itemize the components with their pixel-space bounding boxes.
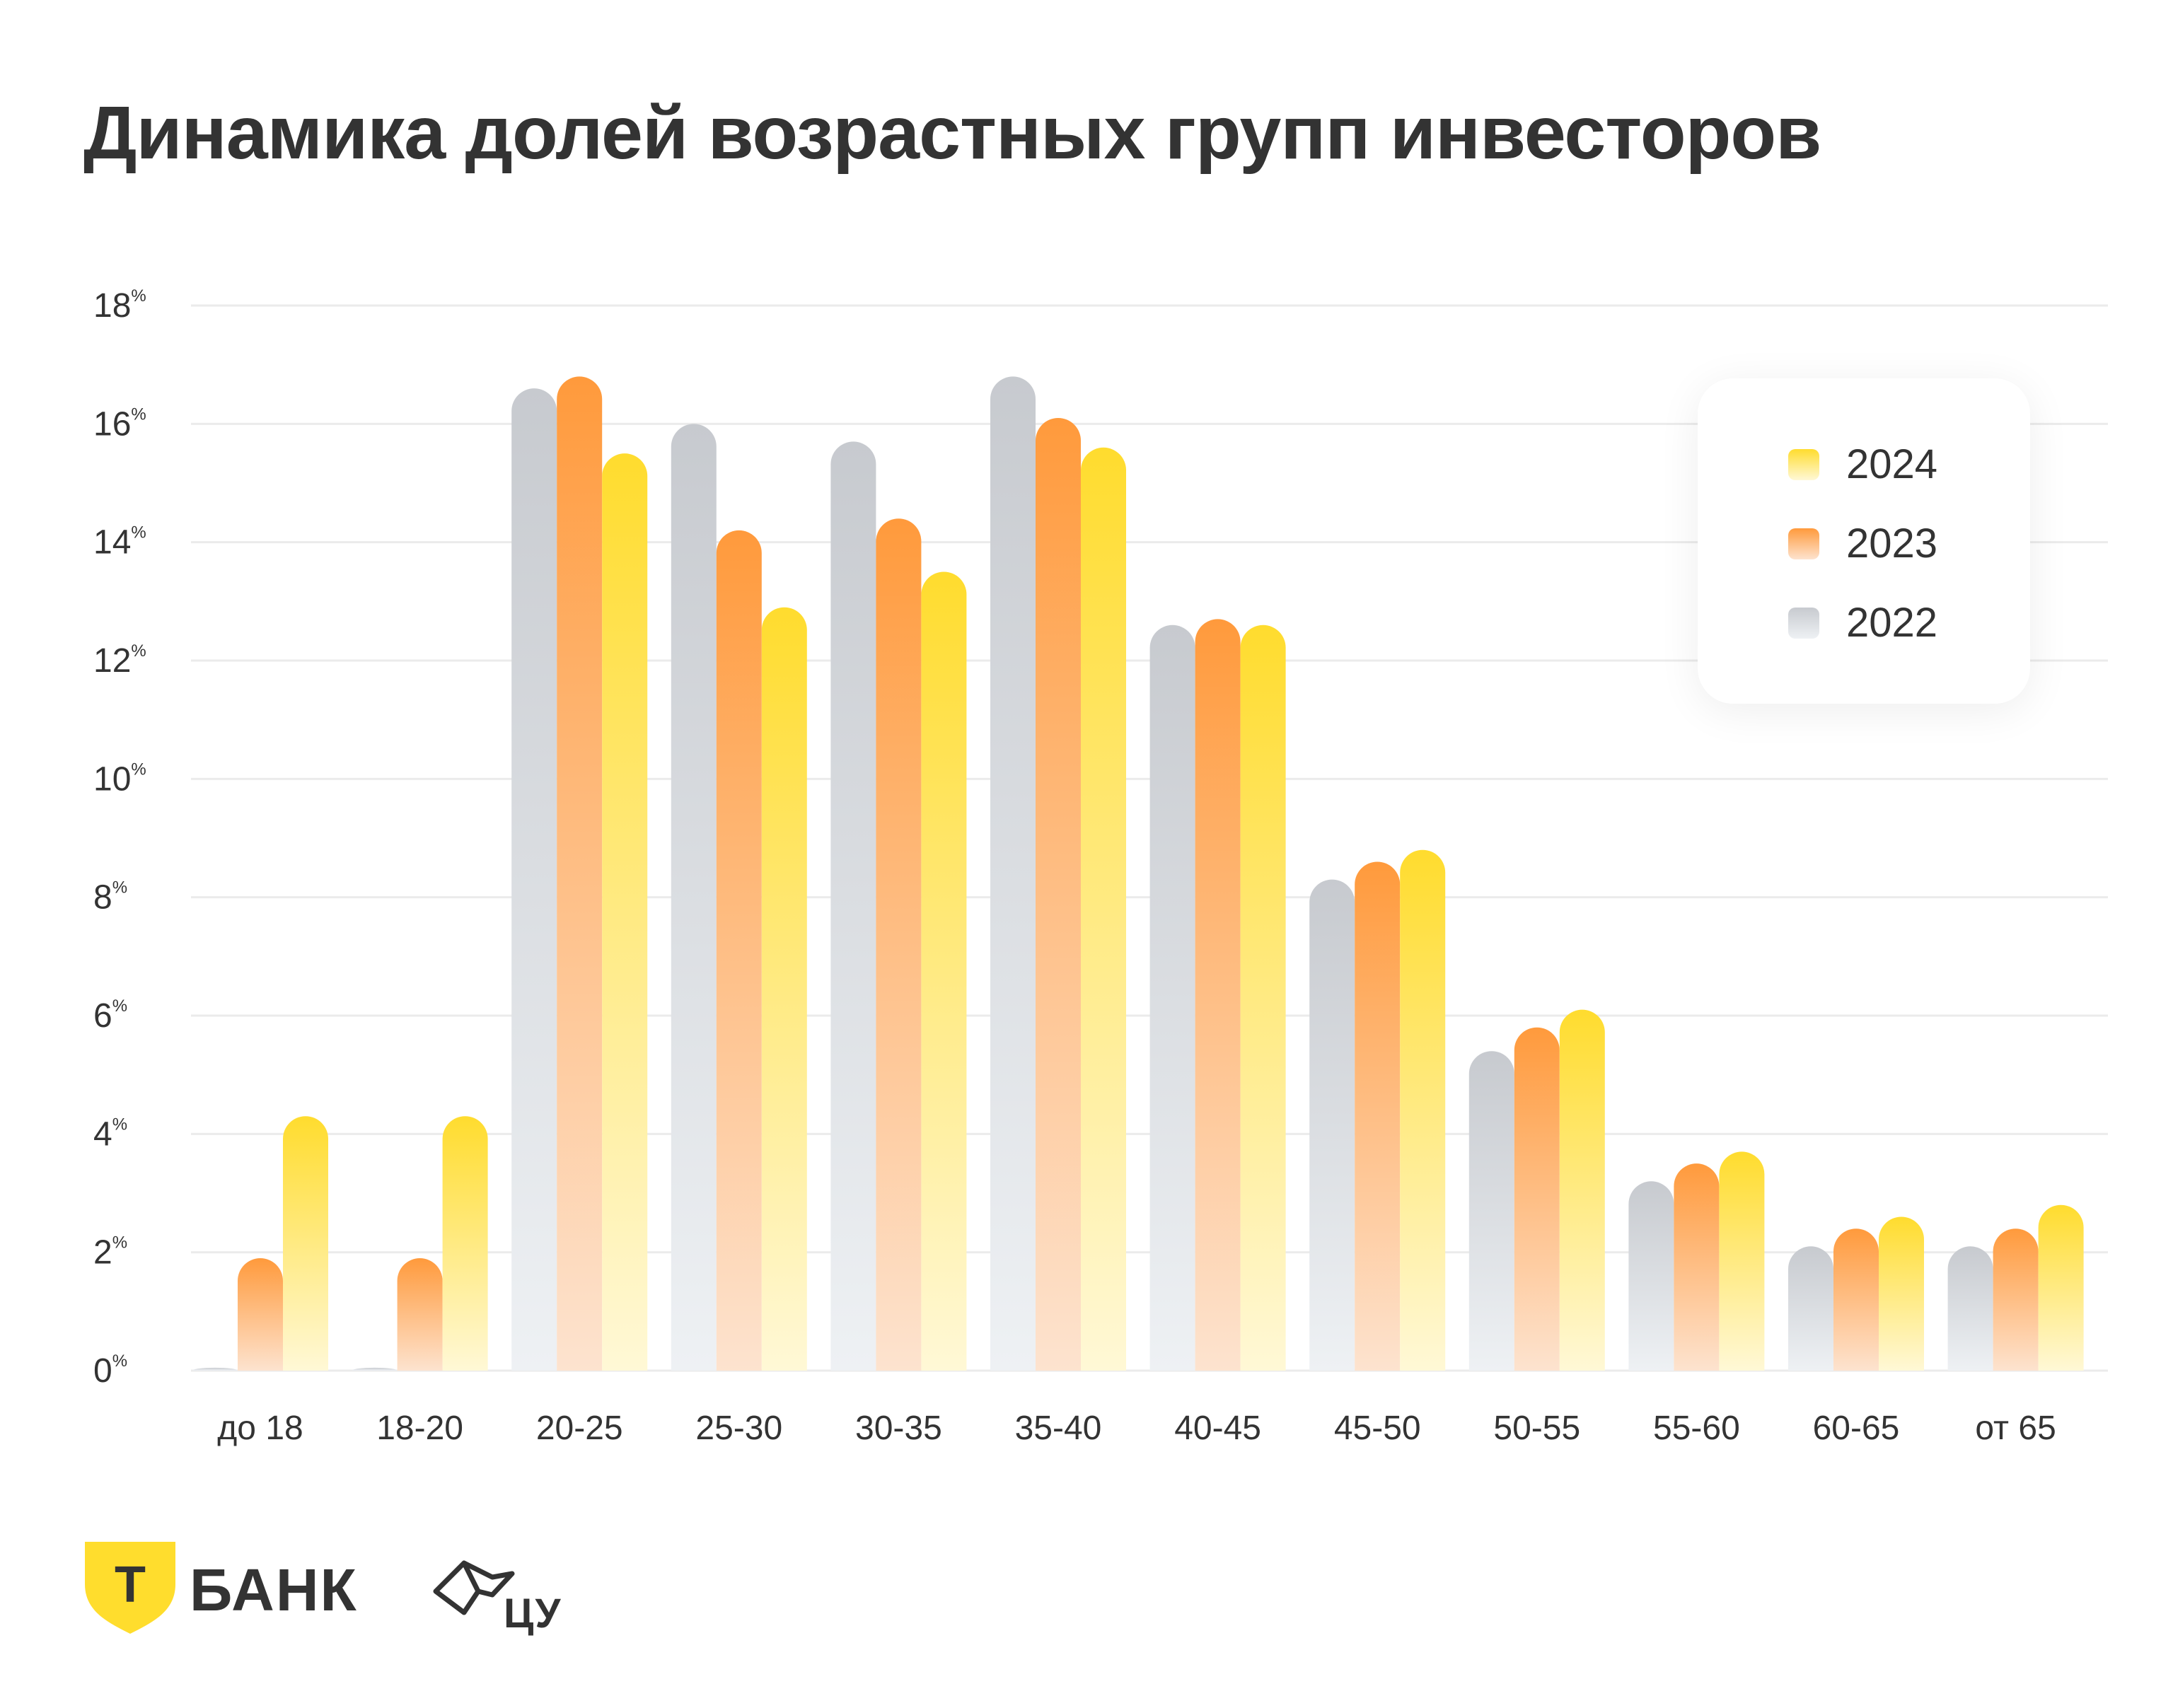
bar-2022-50-55 [1468,1051,1514,1371]
bar-2024-25-30 [761,607,807,1371]
x-tick-label: 30-35 [855,1410,942,1447]
x-axis-ticks: до 18 18-20 20-25 25-30 30-35 35-40 40-45 45-50… [217,1410,2056,1447]
bar-2023-40-45 [1195,619,1241,1371]
bar-2024-35-40 [1081,447,1126,1371]
bar-2023-35-40 [1036,417,1081,1371]
x-tick-label: 60-65 [1813,1410,1900,1447]
chart-title: Динамика долей возрастных групп инвестор… [83,91,1821,175]
legend-item-2023: 2023 [1788,520,1937,567]
bar-2023-25-30 [716,530,762,1371]
y-tick-label: 2% [93,1233,127,1272]
bar-2022-18-20 [352,1367,398,1371]
legend-swatch-2024 [1788,448,1819,480]
x-tick-label: 55-60 [1653,1410,1740,1447]
bar-2024-50-55 [1559,1009,1605,1371]
y-tick-label: 10% [93,760,146,798]
bars [192,376,2084,1371]
x-tick-label: от 65 [1975,1410,2056,1447]
bar-2022-до-18 [192,1367,238,1371]
tbank-logo-icon: Т [85,1542,175,1634]
y-tick-label: 18% [93,286,146,325]
cu-logo-text: ЦУ [504,1591,562,1637]
x-tick-label: 35-40 [1015,1410,1102,1447]
bar-2023-30-35 [876,518,922,1371]
bar-2024-от-65 [2038,1204,2084,1371]
x-tick-label: 25-30 [695,1410,782,1447]
x-tick-label: 50-55 [1493,1410,1580,1447]
bar-2024-30-35 [921,571,967,1371]
x-tick-label: 20-25 [536,1410,623,1447]
bar-2024-55-60 [1719,1151,1765,1371]
bar-2024-40-45 [1240,624,1286,1371]
legend-item-2022: 2022 [1788,599,1937,646]
bar-2023-20-25 [557,376,603,1371]
x-tick-label: 45-50 [1334,1410,1421,1447]
bar-2023-18-20 [397,1258,443,1371]
legend-label-2024: 2024 [1846,441,1938,487]
legend-item-2024: 2024 [1788,441,1937,488]
bar-2023-60-65 [1833,1228,1879,1371]
y-tick-label: 8% [93,878,127,917]
legend-label-2022: 2022 [1846,600,1938,646]
bar-2024-45-50 [1400,849,1446,1371]
tbank-logo-text: БАНК [190,1557,358,1623]
bar-2022-20-25 [511,388,557,1371]
bar-2022-40-45 [1149,624,1195,1371]
tbank-logo-mark: Т [115,1557,146,1613]
bar-2022-45-50 [1309,879,1355,1371]
bar-2023-от-65 [1993,1228,2039,1371]
bar-2022-30-35 [830,441,876,1371]
bar-2022-от-65 [1947,1246,1993,1371]
x-tick-label: 40-45 [1174,1410,1261,1447]
bar-2023-до-18 [238,1258,283,1371]
legend-swatch-2022 [1788,607,1819,639]
bar-2024-18-20 [442,1116,488,1371]
legend-swatch-2023 [1788,528,1819,559]
y-tick-label: 16% [93,405,146,443]
bar-2022-60-65 [1788,1246,1833,1371]
bar-2022-35-40 [990,376,1036,1371]
y-tick-label: 0% [93,1352,127,1390]
y-tick-label: 4% [93,1115,127,1153]
bar-2022-25-30 [671,424,717,1371]
y-axis-ticks: 0% 2% 4% 6% 8% 10% 12% 14% 16% 18% [93,286,146,1390]
y-tick-label: 12% [93,641,146,680]
bar-2023-50-55 [1514,1027,1560,1371]
bar-2022-55-60 [1628,1181,1674,1371]
legend-label-2023: 2023 [1846,521,1938,567]
cu-logo-icon [433,1560,515,1615]
bar-2023-45-50 [1355,861,1401,1371]
y-tick-label: 14% [93,523,146,562]
legend: 2024 2023 2022 [1698,378,2030,704]
bar-2023-55-60 [1674,1163,1720,1371]
bar-2024-до-18 [283,1116,328,1371]
x-tick-label: 18-20 [376,1410,463,1447]
bar-2024-20-25 [602,453,648,1371]
bar-2024-60-65 [1879,1216,1924,1371]
x-tick-label: до 18 [217,1410,303,1447]
y-tick-label: 6% [93,997,127,1035]
